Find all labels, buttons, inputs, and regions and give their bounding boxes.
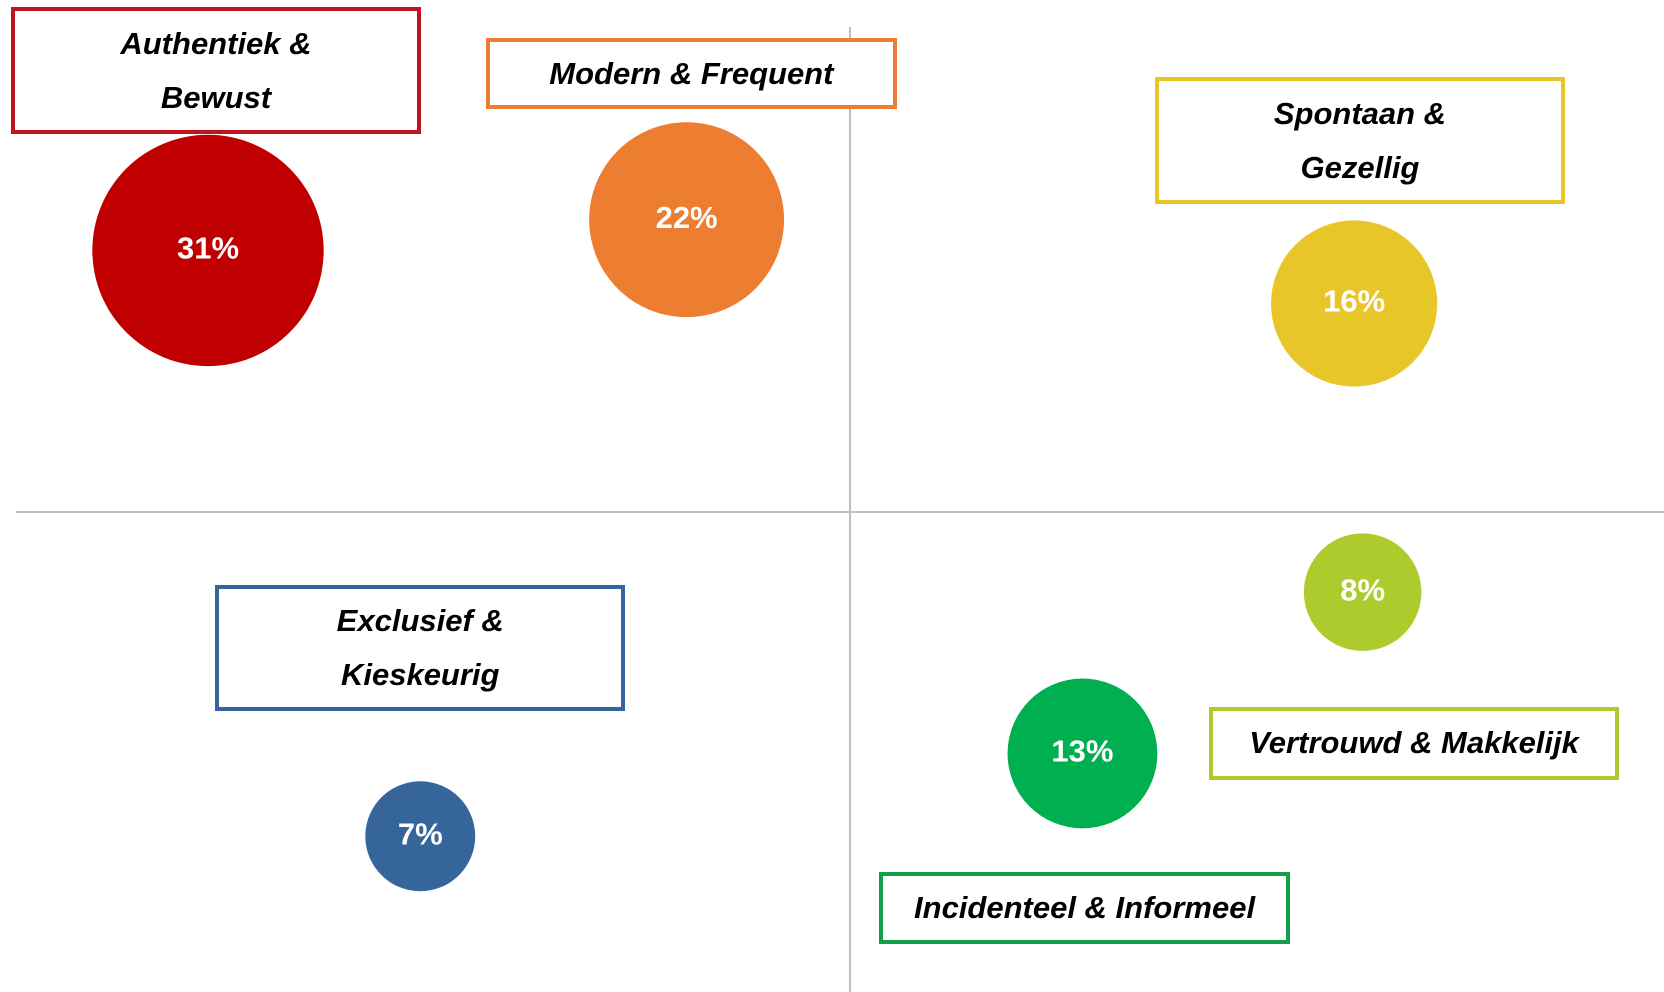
value-label: 13% <box>1051 734 1113 769</box>
segment-label: Spontaan & Gezellig <box>1154 77 1566 204</box>
bubble <box>92 134 324 367</box>
value-label: 16% <box>1323 284 1385 319</box>
segment-label: Authentiek & Bewust <box>10 7 422 134</box>
bubble <box>1303 533 1422 651</box>
value-label: 8% <box>1340 572 1385 607</box>
segment-label: Vertrouwd & Makkelijk <box>1208 706 1620 780</box>
value-label: 31% <box>177 231 239 266</box>
segment-label: Exclusief & Kieskeurig <box>215 584 626 712</box>
bubble <box>1007 678 1158 829</box>
bubble <box>589 122 785 318</box>
value-label: 22% <box>656 200 718 235</box>
bubble <box>1271 220 1438 387</box>
segment-label: Modern & Frequent <box>486 38 897 110</box>
bubble <box>365 781 476 892</box>
segment-label: Incidenteel & Informeel <box>878 872 1291 945</box>
value-label: 7% <box>398 816 443 851</box>
